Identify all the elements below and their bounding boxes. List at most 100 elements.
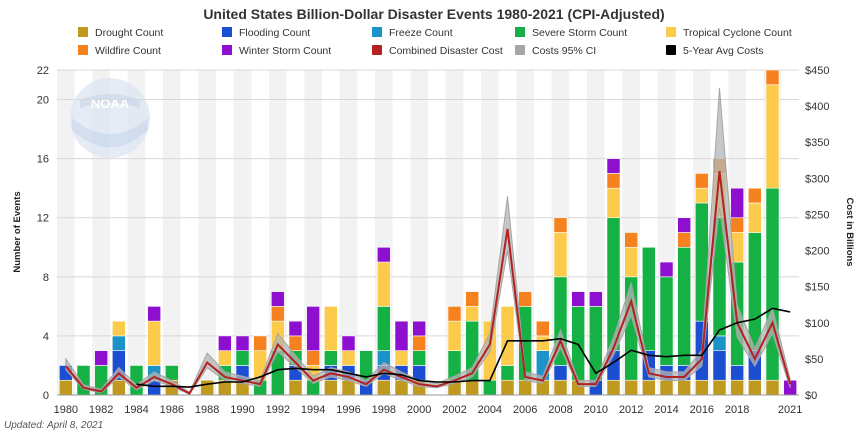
- bar-segment[interactable]: [765, 69, 780, 86]
- bar-segment[interactable]: [147, 306, 162, 322]
- bar-segment[interactable]: [677, 379, 692, 396]
- bar-segment[interactable]: [482, 379, 497, 396]
- bar-segment[interactable]: [253, 335, 268, 351]
- bar-segment[interactable]: [341, 335, 356, 351]
- bar-segment[interactable]: [288, 320, 303, 337]
- bar-segment[interactable]: [765, 84, 780, 189]
- bar-segment[interactable]: [624, 232, 639, 248]
- bar-segment[interactable]: [712, 350, 727, 381]
- bar-segment[interactable]: [606, 158, 621, 174]
- bar-segment[interactable]: [694, 173, 709, 189]
- bar-segment[interactable]: [58, 379, 73, 396]
- bar-segment[interactable]: [553, 232, 568, 278]
- bar-segment[interactable]: [465, 306, 480, 322]
- bar-segment[interactable]: [111, 379, 126, 396]
- bar-segment[interactable]: [747, 379, 762, 396]
- bar-segment[interactable]: [94, 350, 109, 366]
- bar-segment[interactable]: [765, 379, 780, 396]
- bar-segment[interactable]: [376, 379, 391, 396]
- bar-segment[interactable]: [730, 365, 745, 381]
- bar-segment[interactable]: [217, 335, 232, 351]
- bar-segment[interactable]: [553, 379, 568, 396]
- bar-segment[interactable]: [394, 320, 409, 351]
- bar-segment[interactable]: [659, 276, 674, 366]
- bar-segment[interactable]: [288, 335, 303, 351]
- bar-segment[interactable]: [571, 291, 586, 307]
- bar-segment[interactable]: [677, 232, 692, 248]
- bar-segment[interactable]: [659, 379, 674, 396]
- bar-segment[interactable]: [235, 350, 250, 366]
- bar-segment[interactable]: [394, 350, 409, 366]
- bar-segment[interactable]: [730, 187, 745, 219]
- bar-segment[interactable]: [306, 350, 321, 366]
- bar-segment[interactable]: [606, 187, 621, 219]
- bar-segment[interactable]: [500, 379, 515, 396]
- legend-item[interactable]: Wildfire Count: [78, 45, 161, 57]
- bar-segment[interactable]: [641, 246, 656, 351]
- legend-item[interactable]: 5-Year Avg Costs: [666, 45, 764, 57]
- bar-segment[interactable]: [465, 291, 480, 307]
- bar-segment[interactable]: [323, 350, 338, 366]
- cost-lines[interactable]: [65, 88, 792, 395]
- legend-item[interactable]: Freeze Count: [372, 27, 453, 39]
- bar-segment[interactable]: [270, 291, 285, 307]
- bar-segment[interactable]: [747, 232, 762, 351]
- bar-segment[interactable]: [641, 379, 656, 396]
- bar-segment[interactable]: [447, 306, 462, 322]
- legend[interactable]: Drought Count Flooding Count Freeze Count S…: [78, 27, 792, 57]
- bar-segment[interactable]: [535, 335, 550, 351]
- bar-segment[interactable]: [694, 187, 709, 204]
- bar-segment[interactable]: [111, 335, 126, 351]
- bar-segment[interactable]: [588, 291, 603, 307]
- bar-segment[interactable]: [518, 379, 533, 396]
- bar-segment[interactable]: [677, 246, 692, 366]
- bar-segment[interactable]: [694, 379, 709, 396]
- bar-segment[interactable]: [747, 187, 762, 204]
- combined-cost-line[interactable]: [65, 170, 792, 395]
- bar-segment[interactable]: [606, 379, 621, 396]
- bar-segment[interactable]: [412, 320, 427, 337]
- bar-segment[interactable]: [518, 291, 533, 307]
- bar-segment[interactable]: [235, 335, 250, 351]
- legend-item[interactable]: Combined Disaster Cost: [372, 45, 503, 57]
- bar-segment[interactable]: [624, 379, 639, 396]
- bar-segment[interactable]: [147, 320, 162, 366]
- bar-segment[interactable]: [341, 350, 356, 366]
- bar-segment[interactable]: [747, 202, 762, 233]
- legend-item[interactable]: Severe Storm Count: [515, 27, 627, 39]
- bar-segment[interactable]: [376, 246, 391, 263]
- bar-segment[interactable]: [730, 217, 745, 233]
- bars[interactable]: [58, 69, 798, 396]
- bar-segment[interactable]: [376, 261, 391, 307]
- bar-segment[interactable]: [500, 365, 515, 381]
- bar-segment[interactable]: [412, 335, 427, 351]
- bar-segment[interactable]: [376, 306, 391, 351]
- bar-segment[interactable]: [412, 350, 427, 366]
- bar-segment[interactable]: [765, 187, 780, 381]
- bar-segment[interactable]: [553, 365, 568, 381]
- legend-item[interactable]: Drought Count: [78, 27, 163, 39]
- bar-segment[interactable]: [111, 320, 126, 337]
- legend-item[interactable]: Flooding Count: [222, 27, 310, 39]
- bar-segment[interactable]: [465, 379, 480, 396]
- legend-item[interactable]: Tropical Cyclone Count: [666, 27, 792, 39]
- bar-segment[interactable]: [606, 173, 621, 189]
- bar-segment[interactable]: [730, 379, 745, 396]
- bar-segment[interactable]: [270, 306, 285, 322]
- bar-segment[interactable]: [323, 306, 338, 351]
- bar-segment[interactable]: [447, 320, 462, 351]
- bar-segment[interactable]: [306, 306, 321, 351]
- bar-segment[interactable]: [712, 379, 727, 396]
- bar-segment[interactable]: [288, 379, 303, 396]
- bar-segment[interactable]: [200, 379, 215, 396]
- legend-item[interactable]: Winter Storm Count: [222, 45, 331, 57]
- five-year-avg-line[interactable]: [136, 307, 791, 388]
- bar-segment[interactable]: [659, 261, 674, 278]
- bar-segment[interactable]: [624, 246, 639, 278]
- legend-item[interactable]: Costs 95% CI: [515, 45, 596, 57]
- bar-segment[interactable]: [553, 217, 568, 233]
- bar-segment[interactable]: [712, 335, 727, 351]
- bar-segment[interactable]: [535, 320, 550, 337]
- bar-segment[interactable]: [323, 379, 338, 396]
- bar-segment[interactable]: [500, 306, 515, 366]
